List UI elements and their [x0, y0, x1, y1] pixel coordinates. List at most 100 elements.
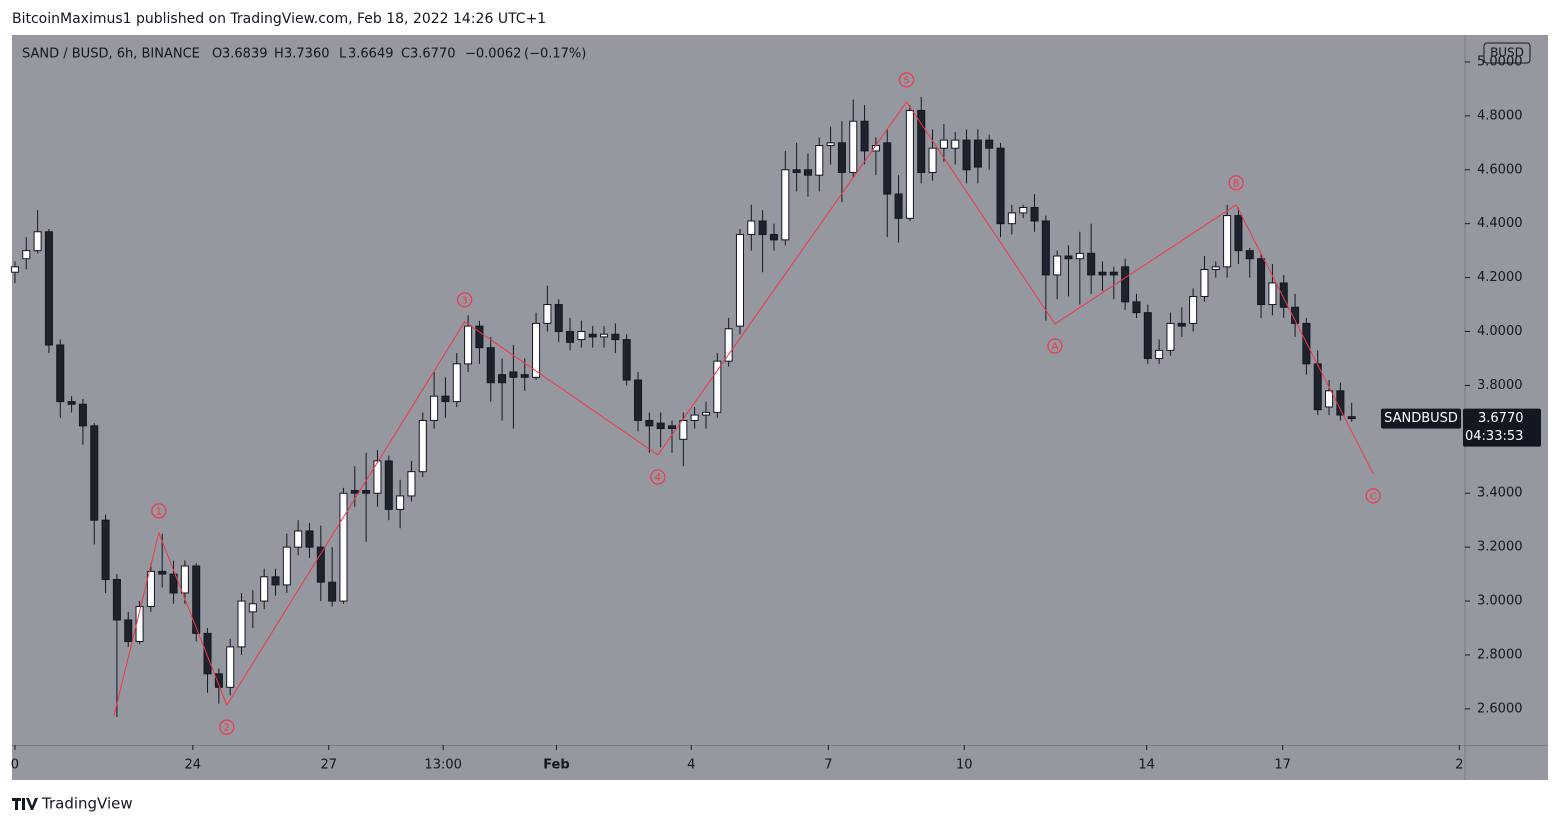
- y-tick-label: 4.4000: [1477, 216, 1523, 231]
- y-tick-label: 4.8000: [1477, 108, 1523, 123]
- brand: TradingView: [41, 795, 133, 813]
- candle-body: [577, 331, 586, 341]
- legend-value: 3.6839: [222, 47, 268, 62]
- x-tick-label: Feb: [543, 758, 569, 773]
- candle-body: [112, 578, 121, 621]
- candle-body: [1053, 255, 1062, 276]
- x-tick-label: 24: [185, 758, 202, 773]
- candle-body: [1019, 207, 1028, 214]
- candle-body: [667, 425, 677, 430]
- candle-body: [475, 325, 484, 349]
- candle-body: [237, 600, 246, 648]
- candle-body: [226, 646, 235, 688]
- byline: BitcoinMaximus1 published on TradingView…: [12, 11, 546, 27]
- x-tick-label: 0: [11, 758, 19, 773]
- candle-body: [554, 304, 563, 333]
- candle-body: [520, 374, 529, 378]
- wave-label-circle: [1228, 175, 1244, 191]
- candle-body: [1143, 312, 1152, 359]
- candle-body: [464, 325, 473, 365]
- candle-body: [860, 120, 869, 152]
- candle-body: [1109, 271, 1118, 276]
- candle-body: [939, 139, 948, 149]
- candle-body: [645, 419, 654, 427]
- candle-body: [486, 347, 495, 384]
- candle-body: [781, 169, 790, 241]
- legend-value: 3.7360: [284, 47, 330, 62]
- candle-body: [985, 139, 994, 149]
- x-tick-label: 17: [1274, 758, 1291, 773]
- candle-body: [634, 379, 643, 421]
- candle-body: [588, 333, 597, 338]
- candle-body: [1155, 349, 1164, 359]
- wave-label-circle: [1047, 338, 1063, 354]
- candle-body: [532, 322, 541, 378]
- ticker: SANDBUSD: [1384, 411, 1458, 426]
- candle-body: [1177, 322, 1186, 327]
- candle-body: [1291, 306, 1300, 324]
- wave-label: 5: [903, 75, 909, 86]
- candle-body: [849, 120, 858, 173]
- candle-body: [894, 193, 903, 219]
- candle-body: [1189, 295, 1198, 324]
- candle-body: [656, 422, 665, 430]
- wave-label: 4: [655, 472, 661, 483]
- candle-body: [837, 142, 846, 173]
- candle-body: [815, 145, 824, 176]
- wave-label: A: [1051, 341, 1058, 352]
- candle-body: [452, 363, 461, 403]
- legend-value: 3.6770: [410, 47, 456, 62]
- y-tick-label: 4.2000: [1477, 270, 1523, 285]
- y-tick-label: 3.4000: [1477, 486, 1523, 501]
- candle-body: [294, 530, 303, 548]
- countdown: 04:33:53: [1465, 429, 1523, 444]
- legend-key: C: [401, 47, 410, 62]
- candle-body: [1075, 252, 1084, 260]
- legend-key: H: [274, 47, 284, 62]
- candle-body: [101, 519, 110, 580]
- wave-label: 2: [224, 723, 230, 734]
- candle-body: [180, 565, 189, 594]
- wave-label: B: [1233, 178, 1240, 189]
- candle-body: [1064, 255, 1073, 260]
- candle-body: [373, 460, 382, 494]
- candle-body: [339, 492, 348, 602]
- wave-label: 3: [462, 295, 468, 306]
- candle-body: [996, 147, 1005, 225]
- footer-logo: [12, 798, 38, 810]
- y-tick-label: 4.0000: [1477, 324, 1523, 339]
- candle-body: [905, 109, 914, 219]
- candle-body: [509, 371, 518, 378]
- candle-body: [1223, 215, 1232, 268]
- x-tick-label: 27: [320, 758, 337, 773]
- candle-body: [22, 250, 31, 260]
- candle-body: [10, 266, 19, 273]
- ticker-tag: [1381, 408, 1461, 429]
- y-tick-label: 3.8000: [1477, 378, 1523, 393]
- y-tick-label: 4.6000: [1477, 162, 1523, 177]
- candle-body: [622, 339, 631, 381]
- y-tick-label: 2.6000: [1477, 701, 1523, 716]
- x-tick-label: 4: [687, 758, 695, 773]
- candle-body: [1166, 322, 1175, 351]
- candle-body: [1245, 250, 1254, 260]
- logo-mark: [12, 798, 38, 810]
- candle-body: [1200, 269, 1209, 297]
- candle-body: [1279, 282, 1288, 308]
- candle-body: [1087, 252, 1096, 276]
- candle-body: [769, 233, 778, 241]
- change-pct: (−0.17%): [524, 47, 586, 62]
- candle-body: [498, 374, 507, 384]
- candle-body: [826, 142, 835, 147]
- candle-body: [735, 233, 744, 327]
- symbol: SAND / BUSD, 6h, BINANCE: [22, 47, 200, 62]
- candle-body: [1041, 220, 1050, 276]
- candle-body: [747, 220, 756, 235]
- candle-body: [90, 425, 99, 521]
- y-tick-label: 3.0000: [1477, 594, 1523, 609]
- candle-body: [67, 401, 76, 405]
- y-tick-label: 5.0000: [1477, 54, 1523, 69]
- candle-body: [407, 471, 416, 497]
- change: −0.0062: [465, 47, 521, 62]
- candle-body: [248, 603, 257, 613]
